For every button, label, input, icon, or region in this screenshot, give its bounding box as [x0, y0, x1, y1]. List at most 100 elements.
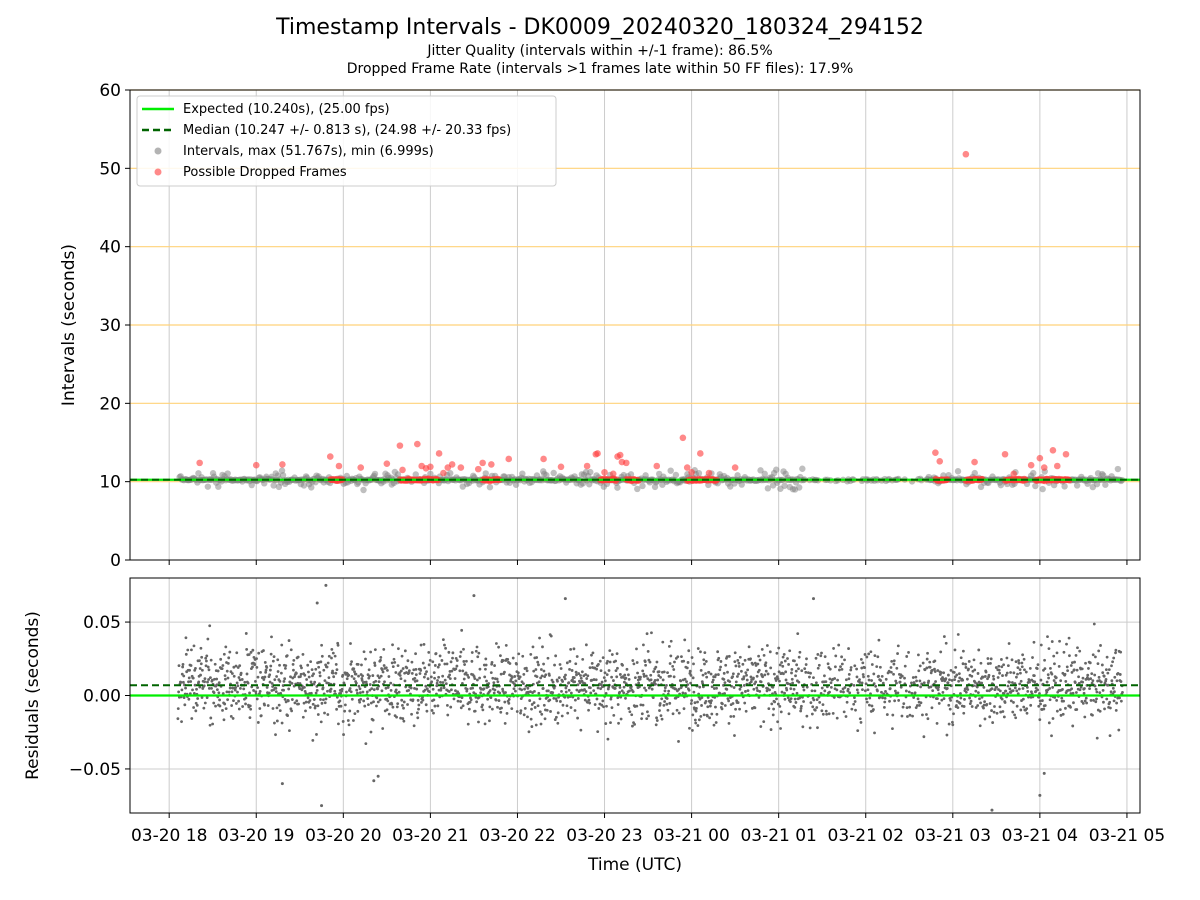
residual-point — [217, 691, 221, 695]
residual-point — [425, 670, 428, 674]
residual-point — [335, 668, 339, 672]
residual-point — [269, 652, 273, 656]
residual-point — [262, 678, 266, 681]
residual-point — [496, 680, 500, 684]
residual-point — [337, 722, 340, 726]
residual-point — [243, 680, 247, 684]
residual-point — [1055, 651, 1059, 655]
residual-point — [1039, 702, 1042, 706]
residual-point — [436, 704, 440, 708]
residual-point — [1089, 677, 1093, 680]
residual-point — [357, 684, 361, 688]
residual-point — [1005, 671, 1009, 675]
residual-point — [275, 719, 279, 723]
xtick-label: 03-20 18 — [131, 826, 207, 846]
residual-point — [663, 689, 667, 693]
residual-point — [400, 654, 404, 658]
residual-point — [565, 661, 569, 665]
residual-point — [349, 662, 353, 666]
residual-point — [969, 699, 973, 703]
residual-point — [195, 703, 199, 707]
residual-point — [693, 701, 697, 705]
residual-point — [619, 717, 623, 721]
residual-point — [1020, 665, 1024, 669]
residual-point — [409, 686, 413, 690]
xtick-label: 03-20 23 — [566, 826, 642, 846]
residual-point — [1110, 679, 1114, 683]
residual-point — [558, 700, 562, 703]
residual-point — [474, 649, 478, 653]
residual-point — [1084, 661, 1087, 665]
residual-point — [376, 687, 379, 691]
residual-point — [423, 688, 427, 692]
residual-point — [944, 641, 948, 645]
residual-point — [1008, 687, 1012, 691]
legend: Expected (10.240s), (25.00 fps) Median (… — [136, 95, 557, 187]
residual-point — [410, 660, 414, 664]
residual-point — [529, 717, 533, 721]
residual-point — [944, 677, 948, 681]
residual-point — [472, 675, 476, 678]
residual-point — [490, 660, 494, 664]
residual-point — [1004, 689, 1008, 693]
residual-point — [360, 663, 363, 667]
residual-point — [720, 707, 724, 711]
residual-point — [725, 687, 729, 691]
residual-point — [833, 677, 837, 680]
residual-point — [922, 735, 926, 739]
residual-point — [952, 712, 955, 716]
residual-point — [793, 659, 796, 663]
residual-point — [364, 680, 368, 684]
residual-point — [474, 695, 478, 699]
residual-point — [462, 677, 466, 681]
residual-point — [572, 676, 576, 679]
residual-point — [1019, 671, 1022, 675]
residual-point — [650, 687, 654, 691]
residual-point — [504, 691, 507, 694]
residual-point — [246, 681, 250, 685]
residual-point — [911, 676, 915, 679]
residual-point — [358, 687, 362, 691]
xtick-label: 03-20 21 — [392, 826, 468, 846]
residual-point — [661, 640, 665, 644]
residual-point — [1000, 658, 1003, 661]
residual-point — [259, 714, 263, 718]
residual-point — [556, 721, 560, 725]
residual-point — [368, 674, 371, 678]
residual-point — [940, 698, 944, 702]
interval-point — [482, 470, 489, 477]
residual-point — [181, 665, 185, 669]
residual-point — [767, 707, 771, 711]
residual-point — [706, 714, 709, 718]
residual-point — [1083, 687, 1086, 690]
residual-point — [274, 686, 278, 690]
interval-point — [224, 470, 231, 477]
residual-point — [682, 659, 686, 663]
residual-point — [558, 663, 562, 666]
residual-point — [901, 705, 905, 709]
residual-point — [1002, 715, 1006, 719]
residual-point — [417, 707, 420, 711]
residual-point — [223, 702, 227, 706]
residual-point — [247, 653, 251, 656]
residual-point — [819, 691, 823, 695]
residual-point — [884, 677, 888, 681]
residual-point — [655, 716, 658, 720]
residual-point — [548, 698, 552, 702]
residual-point — [500, 706, 503, 710]
residual-point — [1012, 701, 1015, 704]
residual-point — [481, 703, 484, 707]
residual-point — [492, 681, 496, 685]
residual-point — [921, 661, 925, 665]
residual-point — [1025, 686, 1029, 689]
residual-point — [709, 701, 713, 705]
residual-point — [1112, 656, 1116, 660]
residual-point — [998, 689, 1002, 693]
residual-point — [1009, 699, 1013, 703]
residual-point — [198, 685, 202, 689]
residual-point — [531, 645, 535, 649]
residual-point — [475, 678, 479, 682]
residual-point — [483, 722, 487, 726]
residual-point — [354, 681, 358, 685]
residual-point — [845, 700, 849, 704]
